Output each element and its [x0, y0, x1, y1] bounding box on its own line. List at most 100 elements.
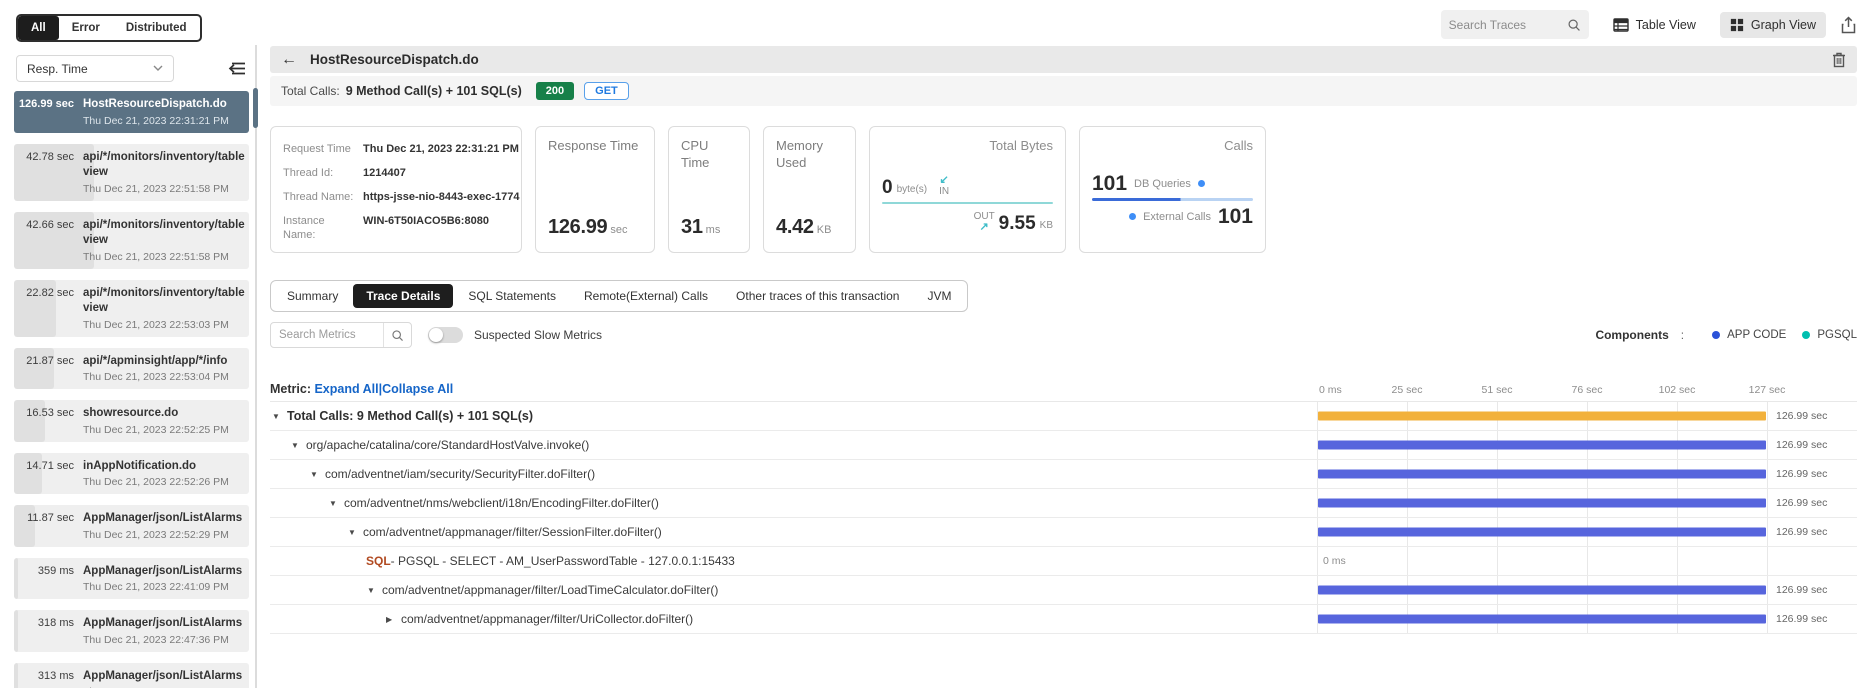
- tab-sql-statements[interactable]: SQL Statements: [468, 289, 556, 303]
- trace-list-item[interactable]: 313 ms AppManager/json/ListAlarms Thu De…: [14, 662, 249, 688]
- grid-view-icon: [1730, 18, 1744, 31]
- trace-time: 22.82 sec: [26, 286, 74, 299]
- memory-used-value: 4.42: [776, 216, 814, 238]
- trace-timestamp: Thu Dec 21, 2023 22:51:38 PM: [83, 686, 245, 688]
- trace-list-item[interactable]: 14.71 sec inAppNotification.do Thu Dec 2…: [14, 452, 249, 495]
- duration-bar: [1318, 614, 1766, 624]
- collapse-all-link[interactable]: Collapse All: [382, 382, 454, 396]
- trace-time: 318 ms: [37, 617, 74, 630]
- tree-row[interactable]: ▶ com/adventnet/appmanager/filter/UriCol…: [270, 605, 1857, 634]
- duration-bar: [14, 505, 36, 547]
- total-calls-label: Total Calls:: [281, 84, 340, 98]
- bytes-in-label: IN: [939, 186, 950, 197]
- tab-remote-external-calls[interactable]: Remote(External) Calls: [584, 289, 709, 303]
- trace-list-item[interactable]: 16.53 sec showresource.do Thu Dec 21, 20…: [14, 400, 249, 442]
- timeline-cell: [1317, 460, 1768, 488]
- suspected-slow-metrics-toggle[interactable]: [428, 327, 463, 343]
- trace-list-item[interactable]: 359 ms AppManager/json/ListAlarms Thu De…: [14, 557, 249, 600]
- axis-tick: 51 sec: [1481, 384, 1513, 396]
- sql-tag: SQL: [366, 554, 391, 568]
- tree-row[interactable]: ▼ Total Calls: 9 Method Call(s) + 101 SQ…: [270, 402, 1857, 431]
- filter-tab-all[interactable]: All: [18, 16, 59, 40]
- pgsql-dot: [1802, 331, 1811, 339]
- cpu-time-value: 31: [681, 216, 703, 238]
- duration-bar: [1318, 469, 1766, 479]
- trace-list-item[interactable]: 42.66 sec api/*/monitors/inventory/table…: [14, 211, 249, 269]
- trace-list-item[interactable]: 22.82 sec api/*/monitors/inventory/table…: [14, 279, 249, 337]
- duration-value: 126.99 sec: [1776, 526, 1828, 538]
- caret-down-icon[interactable]: ▼: [329, 498, 337, 508]
- cpu-time-unit: ms: [705, 224, 721, 236]
- graph-view-button[interactable]: Graph View: [1719, 11, 1826, 38]
- tree-row[interactable]: ▼ org/apache/catalina/core/StandardHostV…: [270, 431, 1857, 460]
- caret-down-icon[interactable]: ▼: [367, 585, 375, 595]
- bytes-in-value: 0: [882, 177, 893, 198]
- trace-time: 14.71 sec: [26, 459, 74, 472]
- table-view-button[interactable]: Table View: [1603, 12, 1706, 38]
- trace-filter-tabs: All Error Distributed: [16, 14, 202, 42]
- info-label: Thread Id:: [283, 166, 334, 179]
- timeline-cell: [1317, 518, 1768, 546]
- caret-right-icon[interactable]: ▶: [386, 614, 393, 624]
- tree-row[interactable]: ▼ com/adventnet/appmanager/filter/LoadTi…: [270, 576, 1857, 605]
- search-traces-input[interactable]: [1448, 17, 1567, 32]
- tree-row-label: org/apache/catalina/core/StandardHostVal…: [306, 438, 590, 452]
- tab-summary[interactable]: Summary: [287, 289, 339, 303]
- sidebar-scrollbar-thumb[interactable]: [253, 88, 258, 128]
- timeline-cell: [1317, 605, 1768, 633]
- duration-value: 126.99 sec: [1776, 439, 1828, 451]
- info-value: 1214407: [363, 166, 406, 179]
- filter-tab-error[interactable]: Error: [59, 16, 113, 40]
- timeline-cell: 0 ms: [1317, 547, 1768, 575]
- tree-row[interactable]: ▼ com/adventnet/iam/security/SecurityFil…: [270, 460, 1857, 489]
- trace-list-item[interactable]: 11.87 sec AppManager/json/ListAlarms Thu…: [14, 505, 249, 547]
- trace-timestamp: Thu Dec 21, 2023 22:52:29 PM: [83, 528, 229, 541]
- trace-list-item[interactable]: 126.99 sec HostResourceDispatch.do Thu D…: [14, 91, 249, 133]
- trace-name: AppManager/json/ListAlarms: [83, 564, 243, 577]
- trace-list-item[interactable]: 21.87 sec api/*/apminsight/app/*/info Th…: [14, 347, 249, 390]
- duration-value: 126.99 sec: [1776, 410, 1828, 422]
- back-arrow-icon[interactable]: ←: [281, 50, 297, 68]
- bytes-divider: [882, 202, 1053, 204]
- tree-row-sql[interactable]: SQL - PGSQL - SELECT - AM_UserPasswordTa…: [270, 547, 1857, 576]
- duration-bar: [14, 143, 94, 201]
- in-arrow-icon: ↙: [939, 174, 949, 186]
- trace-list-item[interactable]: 318 ms AppManager/json/ListAlarms Thu De…: [14, 610, 249, 652]
- tree-row-label: com/adventnet/iam/security/SecurityFilte…: [325, 467, 596, 481]
- sidebar-divider: [255, 45, 257, 688]
- metric-header: Metric: Expand All|Collapse All 0 ms 25 …: [270, 382, 1786, 396]
- tab-jvm[interactable]: JVM: [927, 289, 952, 303]
- status-badge: 200: [535, 82, 575, 100]
- tab-other-traces[interactable]: Other traces of this transaction: [736, 289, 900, 303]
- trace-name: inAppNotification.do: [83, 459, 197, 472]
- timeline-axis: 0 ms 25 sec 51 sec 76 sec 102 sec 127 se…: [1317, 382, 1785, 396]
- trace-name: HostResourceDispatch.do: [83, 98, 227, 110]
- sort-dropdown[interactable]: Resp. Time: [16, 55, 174, 82]
- expand-all-link[interactable]: Expand All: [314, 382, 379, 396]
- external-calls-label: External Calls: [1143, 210, 1211, 223]
- caret-down-icon[interactable]: ▼: [348, 527, 356, 537]
- trace-list-item[interactable]: 42.78 sec api/*/monitors/inventory/table…: [14, 143, 249, 201]
- tree-row-label: Total Calls: 9 Method Call(s) + 101 SQL(…: [287, 409, 533, 423]
- duration-bar: [1318, 498, 1766, 508]
- filter-tab-distributed[interactable]: Distributed: [113, 16, 200, 40]
- trace-timestamp: Thu Dec 21, 2023 22:41:09 PM: [83, 581, 229, 594]
- bytes-in-unit: byte(s): [896, 184, 928, 195]
- export-icon[interactable]: [1840, 15, 1857, 34]
- tree-row[interactable]: ▼ com/adventnet/appmanager/filter/Sessio…: [270, 518, 1857, 547]
- tree-row[interactable]: ▼ com/adventnet/nms/webclient/i18n/Encod…: [270, 489, 1857, 518]
- tab-trace-details[interactable]: Trace Details: [353, 284, 454, 308]
- delete-trace-icon[interactable]: [1832, 52, 1846, 68]
- collapse-panel-icon[interactable]: [224, 60, 247, 77]
- trace-name: AppManager/json/ListAlarms: [83, 617, 243, 630]
- duration-value: [1768, 547, 1857, 575]
- toggle-knob: [429, 328, 443, 342]
- search-metrics-input[interactable]: [271, 329, 383, 341]
- db-queries-label: DB Queries: [1134, 177, 1191, 190]
- caret-down-icon[interactable]: ▼: [291, 440, 299, 450]
- caret-down-icon[interactable]: ▼: [310, 469, 318, 479]
- legend-app-code: APP CODE: [1712, 329, 1786, 341]
- caret-down-icon[interactable]: ▼: [272, 411, 280, 421]
- bytes-out-value: 9.55: [998, 213, 1036, 234]
